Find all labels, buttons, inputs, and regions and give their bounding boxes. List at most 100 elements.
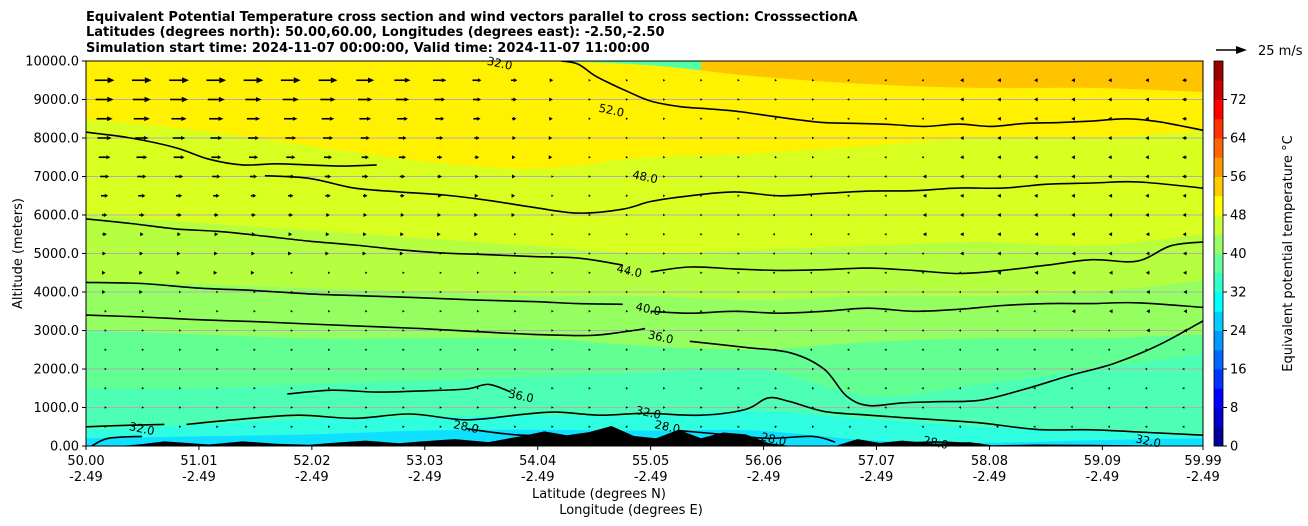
wind-vector bbox=[514, 329, 517, 332]
wind-vector bbox=[439, 348, 442, 352]
wind-vector bbox=[216, 367, 219, 371]
wind-vector bbox=[663, 348, 666, 352]
wind-vector bbox=[700, 98, 703, 101]
wind-vector bbox=[1182, 193, 1187, 198]
wind-vector-head bbox=[549, 78, 554, 83]
wind-vector-head bbox=[437, 213, 442, 217]
x-tick-label-lat: 55.05 bbox=[632, 454, 669, 469]
wind-vector bbox=[884, 348, 887, 352]
wind-vector bbox=[700, 252, 703, 255]
title-line-1: Equivalent Potential Temperature cross s… bbox=[86, 10, 858, 25]
wind-vector-head bbox=[330, 97, 336, 102]
wind-vector bbox=[400, 193, 405, 198]
wind-vector-head bbox=[102, 290, 106, 294]
wind-vector-head bbox=[143, 155, 148, 160]
wind-vector bbox=[884, 329, 887, 332]
wind-vector bbox=[1145, 116, 1149, 121]
wind-vector-head bbox=[997, 270, 1001, 275]
wind-vector bbox=[625, 386, 629, 390]
wind-vector-head bbox=[1071, 193, 1075, 198]
wind-vector bbox=[101, 213, 108, 217]
wind-vector bbox=[104, 367, 107, 371]
wind-vector bbox=[960, 193, 964, 198]
wind-vector-head bbox=[960, 213, 964, 217]
wind-vector bbox=[921, 136, 924, 140]
wind-vector bbox=[361, 155, 369, 160]
wind-vector bbox=[253, 329, 256, 332]
wind-vector bbox=[363, 213, 368, 217]
wind-vector bbox=[847, 78, 850, 82]
wind-vector bbox=[1182, 367, 1185, 371]
wind-vector bbox=[179, 348, 182, 352]
x-tick-label-lat: 59.99 bbox=[1184, 454, 1221, 469]
wind-vector bbox=[1071, 155, 1075, 160]
wind-vector bbox=[290, 290, 293, 294]
wind-vector bbox=[170, 96, 189, 103]
wind-vector bbox=[551, 386, 554, 390]
wind-vector bbox=[1145, 78, 1149, 83]
wind-vector bbox=[439, 252, 442, 255]
wind-vector bbox=[102, 290, 106, 294]
wind-vector bbox=[549, 78, 554, 83]
wind-vector bbox=[476, 348, 480, 352]
wind-vector bbox=[472, 78, 482, 83]
wind-vector bbox=[1109, 270, 1113, 275]
wind-vector-head bbox=[548, 136, 553, 140]
wind-vector bbox=[328, 367, 331, 371]
colorbar-ticks: 0 8 16 24 32 40 48 56 64 72 bbox=[1223, 93, 1247, 455]
wind-vector-head bbox=[107, 96, 114, 103]
wind-vector-head bbox=[474, 232, 478, 237]
wind-vector bbox=[588, 271, 591, 275]
wind-vector bbox=[1071, 251, 1076, 256]
wind-vector bbox=[1033, 406, 1036, 409]
wind-vector bbox=[1034, 136, 1038, 140]
wind-vector-head bbox=[404, 77, 411, 83]
wind-vector-head bbox=[218, 136, 223, 140]
y-tick-label: 8000.0 bbox=[34, 132, 80, 147]
wind-vector bbox=[253, 367, 256, 371]
wind-vector-head bbox=[402, 155, 407, 160]
wind-vector bbox=[737, 348, 740, 352]
wind-vector-head bbox=[401, 174, 406, 179]
quiver-key-label: 25 m/s bbox=[1258, 44, 1303, 59]
wind-vector bbox=[102, 232, 107, 237]
wind-vector bbox=[328, 271, 331, 275]
colorbar-tick-label: 32 bbox=[1230, 286, 1247, 301]
wind-vector bbox=[1071, 232, 1075, 237]
wind-vector bbox=[179, 406, 182, 409]
wind-vector bbox=[1183, 290, 1187, 294]
wind-vector bbox=[175, 193, 183, 198]
wind-vector bbox=[1182, 116, 1187, 121]
wind-vector bbox=[437, 232, 441, 237]
wind-vector-head bbox=[291, 155, 296, 160]
wind-vector bbox=[398, 155, 407, 160]
wind-vector bbox=[290, 309, 293, 313]
wind-vector bbox=[884, 309, 887, 313]
wind-vector-head bbox=[960, 155, 964, 160]
colorbar-tick-label: 16 bbox=[1230, 363, 1247, 378]
colorbar-cell bbox=[1214, 234, 1223, 254]
y-axis-label: Altitude (meters) bbox=[11, 198, 26, 309]
colorbar-cell bbox=[1214, 369, 1223, 389]
wind-vector bbox=[251, 213, 256, 217]
wind-vector bbox=[737, 271, 740, 275]
wind-vector-head bbox=[215, 193, 220, 198]
wind-vector bbox=[625, 290, 629, 294]
wind-vector-head bbox=[960, 251, 964, 256]
wind-vector-head bbox=[1145, 78, 1149, 83]
colorbar-cell bbox=[1214, 292, 1223, 312]
wind-vector bbox=[921, 290, 924, 294]
wind-vector-head bbox=[960, 136, 964, 140]
wind-vector bbox=[365, 406, 368, 409]
wind-vector bbox=[847, 98, 850, 101]
wind-vector bbox=[472, 97, 481, 102]
y-tick-label: 3000.0 bbox=[34, 324, 80, 339]
wind-vector-head bbox=[330, 77, 338, 84]
wind-vector bbox=[847, 117, 850, 121]
wind-vector-head bbox=[252, 193, 257, 198]
wind-vector bbox=[1034, 78, 1038, 83]
wind-vector bbox=[439, 309, 442, 313]
wind-vector-head bbox=[404, 97, 410, 102]
wind-vector bbox=[663, 406, 666, 409]
wind-vector bbox=[1107, 425, 1110, 429]
